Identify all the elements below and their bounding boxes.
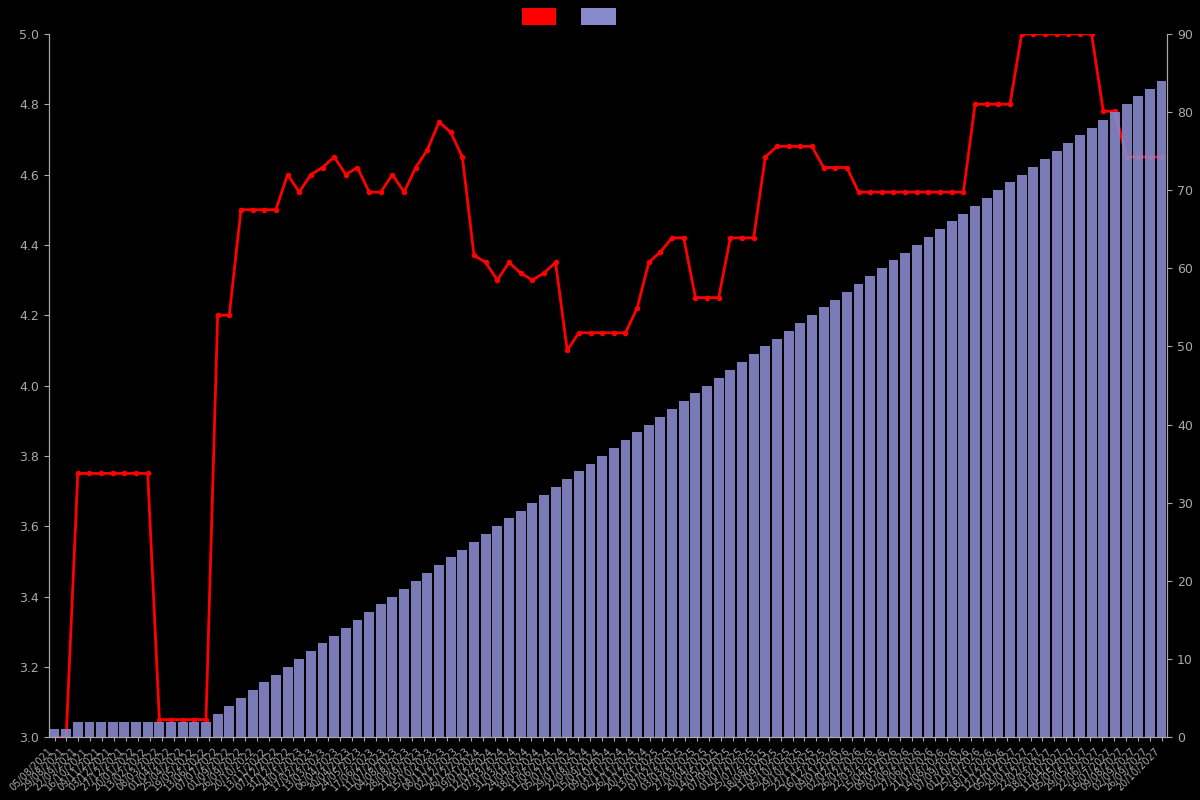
Bar	[667, 409, 677, 737]
Bar	[574, 471, 584, 737]
Bar	[376, 604, 385, 737]
Bar	[504, 518, 514, 737]
Bar	[527, 502, 538, 737]
Bar	[655, 417, 665, 737]
Bar	[551, 487, 560, 737]
Bar	[1040, 159, 1050, 737]
Bar	[202, 722, 211, 737]
Bar	[1098, 120, 1108, 737]
Bar	[842, 292, 852, 737]
Bar	[1051, 151, 1062, 737]
Bar	[1110, 112, 1120, 737]
Bar	[364, 612, 374, 737]
Bar	[155, 722, 164, 737]
Bar	[61, 730, 71, 737]
Bar	[294, 659, 304, 737]
Bar	[912, 245, 922, 737]
Bar	[271, 674, 281, 737]
Bar	[877, 268, 887, 737]
Bar	[410, 581, 421, 737]
Bar	[749, 354, 758, 737]
Bar	[853, 284, 864, 737]
Bar	[1145, 89, 1154, 737]
Bar	[726, 370, 736, 737]
Bar	[598, 456, 607, 737]
Bar	[73, 722, 83, 737]
Bar	[224, 706, 234, 737]
Bar	[959, 214, 968, 737]
Bar	[388, 597, 397, 737]
Bar	[96, 722, 106, 737]
Bar	[1016, 174, 1027, 737]
Bar	[1063, 143, 1073, 737]
Bar	[690, 394, 701, 737]
Bar	[1006, 182, 1015, 737]
Bar	[679, 401, 689, 737]
Bar	[166, 722, 176, 737]
Bar	[982, 198, 991, 737]
Bar	[806, 315, 817, 737]
Bar	[469, 542, 479, 737]
Bar	[236, 698, 246, 737]
Bar	[190, 722, 199, 737]
Bar	[434, 566, 444, 737]
Bar	[1157, 81, 1166, 737]
Bar	[445, 558, 456, 737]
Bar	[796, 323, 805, 737]
Bar	[935, 230, 946, 737]
Bar	[714, 378, 724, 737]
Bar	[283, 667, 293, 737]
Bar	[830, 299, 840, 737]
Bar	[924, 237, 934, 737]
Bar	[259, 682, 269, 737]
Bar	[178, 722, 187, 737]
Bar	[400, 589, 409, 737]
Bar	[608, 448, 619, 737]
Bar	[516, 510, 526, 737]
Bar	[644, 425, 654, 737]
Bar	[120, 722, 130, 737]
Bar	[888, 261, 899, 737]
Bar	[818, 307, 828, 737]
Bar	[108, 722, 118, 737]
Bar	[947, 222, 956, 737]
Bar	[994, 190, 1003, 737]
Bar	[1028, 166, 1038, 737]
Bar	[131, 722, 142, 737]
Bar	[702, 386, 712, 737]
Bar	[212, 714, 222, 737]
Bar	[306, 651, 316, 737]
Bar	[620, 440, 630, 737]
Bar	[1133, 96, 1144, 737]
Bar	[563, 479, 572, 737]
Legend: , : ,	[516, 2, 632, 30]
Bar	[1075, 135, 1085, 737]
Bar	[772, 338, 782, 737]
Bar	[632, 433, 642, 737]
Bar	[49, 730, 60, 737]
Bar	[900, 253, 910, 737]
Bar	[784, 331, 793, 737]
Bar	[422, 573, 432, 737]
Bar	[247, 690, 258, 737]
Bar	[353, 620, 362, 737]
Bar	[457, 550, 467, 737]
Bar	[84, 722, 95, 737]
Bar	[492, 526, 503, 737]
Bar	[1122, 104, 1132, 737]
Bar	[539, 495, 548, 737]
Bar	[865, 276, 875, 737]
Bar	[143, 722, 152, 737]
Bar	[970, 206, 980, 737]
Bar	[329, 635, 340, 737]
Bar	[318, 643, 328, 737]
Bar	[737, 362, 746, 737]
Bar	[341, 628, 350, 737]
Bar	[481, 534, 491, 737]
Bar	[1087, 128, 1097, 737]
Bar	[586, 464, 595, 737]
Bar	[761, 346, 770, 737]
